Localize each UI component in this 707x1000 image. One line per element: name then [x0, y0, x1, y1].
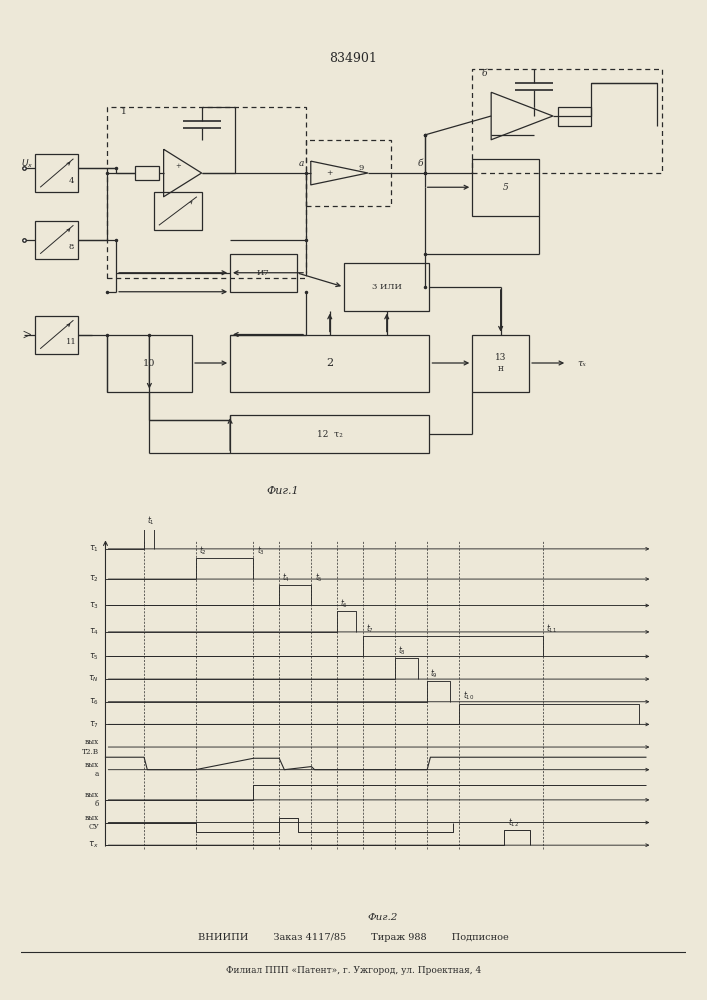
Text: $t_5$: $t_5$ — [315, 571, 322, 584]
Text: Фиг.1: Фиг.1 — [266, 486, 298, 496]
Text: 8: 8 — [69, 243, 74, 251]
Text: вых
а: вых а — [85, 761, 99, 778]
Bar — [107, 106, 306, 277]
Text: $t_{12}$: $t_{12}$ — [508, 816, 519, 829]
Text: б: б — [417, 159, 423, 168]
Text: $\tau_N$: $\tau_N$ — [88, 674, 99, 684]
Text: a: a — [298, 159, 304, 168]
Text: 11: 11 — [66, 338, 76, 346]
Text: 13
н: 13 н — [495, 353, 506, 373]
Bar — [107, 334, 192, 391]
Bar — [35, 221, 78, 258]
Text: $\tau_2$: $\tau_2$ — [89, 574, 99, 584]
Text: $t_6$: $t_6$ — [340, 598, 349, 610]
Text: +: + — [175, 162, 181, 170]
Bar — [472, 68, 662, 173]
Text: вых
б: вых б — [85, 791, 99, 808]
Bar — [154, 192, 201, 230]
Text: $t_{10}$: $t_{10}$ — [462, 690, 474, 702]
Text: 834901: 834901 — [329, 52, 378, 66]
Bar — [344, 263, 429, 311]
Text: $\tau_7$: $\tau_7$ — [89, 719, 99, 730]
Text: 12  τ₂: 12 τ₂ — [317, 430, 343, 439]
Bar — [135, 166, 159, 180]
Bar — [558, 106, 591, 125]
Bar — [35, 316, 78, 354]
Text: Фиг.2: Фиг.2 — [367, 913, 397, 922]
Bar — [230, 415, 429, 453]
Text: $\tau_6$: $\tau_6$ — [89, 696, 99, 707]
Text: 9: 9 — [358, 164, 363, 172]
Text: $t_7$: $t_7$ — [366, 622, 374, 635]
Bar — [230, 334, 429, 391]
Bar — [472, 334, 529, 391]
Text: $t_3$: $t_3$ — [257, 545, 264, 557]
Text: $t_9$: $t_9$ — [431, 667, 438, 680]
Text: $t_1$: $t_1$ — [147, 514, 155, 527]
Bar — [472, 159, 539, 216]
Text: τₓ: τₓ — [577, 359, 586, 367]
Text: $\tau_1$: $\tau_1$ — [89, 544, 99, 554]
Text: $U_x$: $U_x$ — [21, 157, 34, 170]
Text: $t_{11}$: $t_{11}$ — [547, 622, 557, 635]
Text: вых
Т2.В: вых Т2.В — [82, 738, 99, 756]
Text: 10: 10 — [144, 359, 156, 367]
Text: +: + — [327, 169, 333, 177]
Text: вых
СУ: вых СУ — [85, 814, 99, 831]
Text: 4: 4 — [69, 177, 74, 185]
Text: ВНИИПИ        Заказ 4117/85        Тираж 988        Подписное: ВНИИПИ Заказ 4117/85 Тираж 988 Подписное — [198, 933, 509, 942]
Text: $t_8$: $t_8$ — [398, 645, 407, 657]
Bar — [35, 154, 78, 192]
Text: И7: И7 — [257, 269, 269, 277]
Text: $\tau_3$: $\tau_3$ — [89, 600, 99, 611]
Text: $\tau_4$: $\tau_4$ — [89, 627, 99, 637]
Bar — [230, 254, 296, 292]
Text: $t_4$: $t_4$ — [282, 571, 291, 584]
Text: б: б — [481, 69, 487, 78]
Text: 3 ИЛИ: 3 ИЛИ — [372, 283, 402, 291]
Text: 1: 1 — [121, 107, 127, 116]
Text: $\tau_5$: $\tau_5$ — [89, 651, 99, 662]
Text: 2: 2 — [326, 358, 333, 368]
Text: Филиал ППП «Патент», г. Ужгород, ул. Проектная, 4: Филиал ППП «Патент», г. Ужгород, ул. Про… — [226, 966, 481, 975]
Text: $\tau_x$: $\tau_x$ — [88, 840, 99, 850]
Bar — [306, 140, 392, 206]
Text: $t_2$: $t_2$ — [199, 545, 206, 557]
Text: 5: 5 — [503, 183, 508, 192]
